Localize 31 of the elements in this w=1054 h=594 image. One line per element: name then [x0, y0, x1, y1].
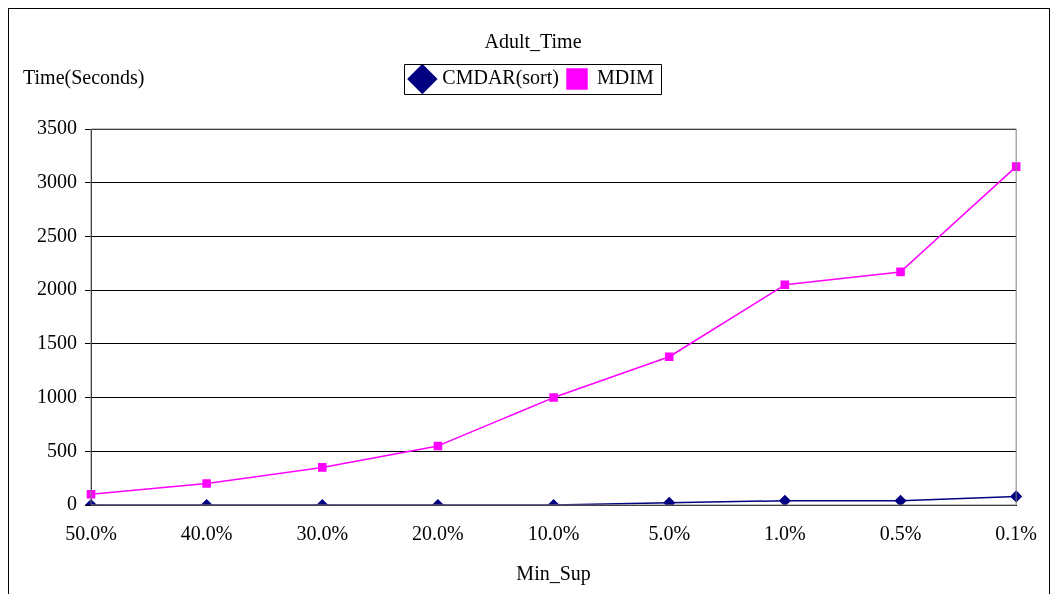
x-tick-label: 0.5% — [879, 522, 922, 545]
point — [779, 494, 791, 505]
point — [664, 352, 674, 362]
y-tick-label: 2500 — [37, 223, 77, 246]
x-tick-label: 50.0% — [65, 522, 117, 545]
legend-label: MDIM — [597, 66, 654, 89]
y-tick-label: 500 — [47, 438, 77, 461]
y-tick-label: 3500 — [37, 116, 77, 139]
y-tick-label: 3000 — [37, 169, 77, 192]
point — [318, 463, 327, 472]
legend-label: CMDAR(sort) — [442, 66, 559, 90]
point — [202, 479, 211, 488]
y-tick-label: 0 — [67, 492, 77, 515]
point — [894, 494, 907, 505]
y-tick-label: 1500 — [37, 331, 77, 354]
point — [549, 393, 558, 402]
x-tick-label: 30.0% — [296, 522, 349, 545]
point — [433, 441, 443, 451]
x-tick-label: 10.0% — [527, 522, 580, 545]
y-tick-label: 1000 — [37, 384, 77, 407]
x-tick-label: 20.0% — [412, 522, 464, 545]
x-axis-title: Min_Sup — [516, 562, 591, 586]
y-tick-label: 2000 — [37, 277, 77, 300]
x-tick-label: 0.1% — [995, 522, 1038, 545]
point — [896, 267, 905, 277]
x-tick-label: 40.0% — [180, 522, 233, 545]
x-tick-label: 1.0% — [764, 522, 806, 545]
point — [780, 280, 790, 290]
chart-title: Adult_Time — [484, 30, 582, 53]
x-tick-label: 5.0% — [648, 522, 691, 545]
y-axis-title: Time(Seconds) — [23, 66, 145, 90]
